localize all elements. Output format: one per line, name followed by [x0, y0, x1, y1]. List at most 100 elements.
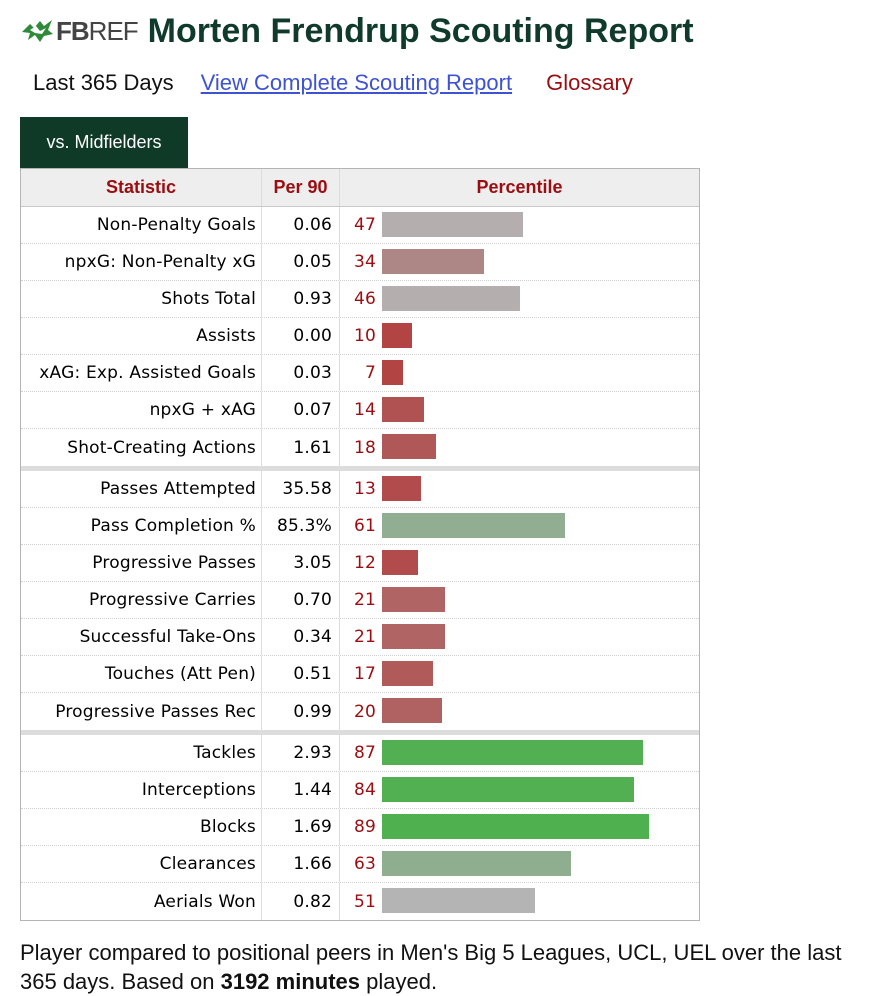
percentile-bar	[382, 513, 565, 538]
table-row: Shots Total 0.93 46	[21, 281, 699, 318]
statistic-cell[interactable]: Tackles	[21, 735, 262, 771]
percentile-value: 84	[353, 780, 376, 800]
statistic-cell[interactable]: Passes Attempted	[21, 471, 262, 507]
percentile-cell: 63	[340, 846, 699, 882]
per90-cell: 0.07	[262, 392, 340, 428]
percentile-cell: 46	[340, 281, 699, 317]
statistic-cell[interactable]: Successful Take-Ons	[21, 619, 262, 655]
per90-cell: 1.44	[262, 772, 340, 808]
percentile-value: 7	[364, 363, 376, 383]
percentile-cell: 84	[340, 772, 699, 808]
per90-cell: 0.70	[262, 582, 340, 618]
per90-cell: 0.06	[262, 207, 340, 243]
per90-cell: 85.3%	[262, 508, 340, 544]
per90-cell: 35.58	[262, 471, 340, 507]
percentile-cell: 51	[340, 883, 699, 920]
header-per90[interactable]: Per 90	[262, 169, 340, 206]
percentile-value: 34	[353, 252, 376, 272]
percentile-bar	[382, 698, 442, 723]
percentile-cell: 10	[340, 318, 699, 354]
header-statistic[interactable]: Statistic	[21, 169, 262, 206]
group-separator	[21, 466, 699, 471]
statistic-cell[interactable]: Clearances	[21, 846, 262, 882]
table-row: npxG + xAG 0.07 14	[21, 392, 699, 429]
table-row: Progressive Passes 3.05 12	[21, 545, 699, 582]
table-row: npxG: Non-Penalty xG 0.05 34	[21, 244, 699, 281]
statistic-cell[interactable]: npxG + xAG	[21, 392, 262, 428]
group-separator	[21, 730, 699, 735]
percentile-bar	[382, 550, 418, 575]
percentile-cell: 12	[340, 545, 699, 581]
percentile-bar	[382, 624, 445, 649]
percentile-bar	[382, 888, 535, 913]
table-row: Passes Attempted 35.58 13	[21, 471, 699, 508]
table-row: Touches (Att Pen) 0.51 17	[21, 656, 699, 693]
scouting-table: Statistic Per 90 Percentile Non-Penalty …	[20, 168, 700, 921]
statistic-cell[interactable]: Touches (Att Pen)	[21, 656, 262, 692]
percentile-value: 87	[353, 743, 376, 763]
table-row: Non-Penalty Goals 0.06 47	[21, 207, 699, 244]
percentile-value: 63	[353, 854, 376, 874]
per90-cell: 0.99	[262, 693, 340, 730]
table-row: Tackles 2.93 87	[21, 735, 699, 772]
complete-report-link[interactable]: View Complete Scouting Report	[200, 70, 513, 95]
table-row: Assists 0.00 10	[21, 318, 699, 355]
percentile-value: 61	[353, 516, 376, 536]
tab-vs-midfielders[interactable]: vs. Midfielders	[20, 117, 188, 168]
percentile-cell: 21	[340, 619, 699, 655]
statistic-cell[interactable]: Shots Total	[21, 281, 262, 317]
footer-text-after: played.	[360, 969, 438, 994]
table-row: Clearances 1.66 63	[21, 846, 699, 883]
percentile-cell: 13	[340, 471, 699, 507]
percentile-value: 13	[353, 479, 376, 499]
header-percentile[interactable]: Percentile	[476, 177, 563, 197]
statistic-cell[interactable]: Non-Penalty Goals	[21, 207, 262, 243]
statistic-cell[interactable]: Blocks	[21, 809, 262, 845]
percentile-value: 47	[353, 215, 376, 235]
glossary-link[interactable]: Glossary	[546, 70, 633, 95]
statistic-cell[interactable]: Pass Completion %	[21, 508, 262, 544]
footer-note: Player compared to positional peers in M…	[20, 938, 860, 996]
logo-fb-text: FB	[56, 15, 90, 46]
percentile-bar	[382, 286, 520, 311]
percentile-value: 51	[353, 891, 376, 912]
percentile-cell: 87	[340, 735, 699, 771]
percentile-bar	[382, 212, 523, 237]
percentile-value: 89	[353, 817, 376, 837]
percentile-value: 21	[353, 590, 376, 610]
percentile-cell: 14	[340, 392, 699, 428]
percentile-value: 10	[353, 326, 376, 346]
percentile-bar	[382, 851, 571, 876]
fbref-logo[interactable]: FB REF	[20, 15, 139, 47]
statistic-cell[interactable]: xAG: Exp. Assisted Goals	[21, 355, 262, 391]
percentile-value: 20	[353, 701, 376, 722]
percentile-value: 17	[353, 664, 376, 684]
statistic-cell[interactable]: Progressive Passes Rec	[21, 693, 262, 730]
per90-cell: 1.69	[262, 809, 340, 845]
statistic-cell[interactable]: npxG: Non-Penalty xG	[21, 244, 262, 280]
statistic-cell[interactable]: Progressive Carries	[21, 582, 262, 618]
percentile-cell: 21	[340, 582, 699, 618]
per90-cell: 0.51	[262, 656, 340, 692]
per90-cell: 0.34	[262, 619, 340, 655]
table-row: Progressive Passes Rec 0.99 20	[21, 693, 699, 730]
percentile-value: 14	[353, 400, 376, 420]
percentile-cell: 89	[340, 809, 699, 845]
percentile-cell: 17	[340, 656, 699, 692]
statistic-cell[interactable]: Aerials Won	[21, 883, 262, 920]
statistic-cell[interactable]: Assists	[21, 318, 262, 354]
table-body: Non-Penalty Goals 0.06 47 npxG: Non-Penalty…	[21, 207, 699, 920]
logo-ref-text: REF	[88, 15, 139, 46]
statistic-cell[interactable]: Interceptions	[21, 772, 262, 808]
table-row: Shot-Creating Actions 1.61 18	[21, 429, 699, 466]
percentile-bar	[382, 587, 445, 612]
table-row: Interceptions 1.44 84	[21, 772, 699, 809]
table-row: xAG: Exp. Assisted Goals 0.03 7	[21, 355, 699, 392]
percentile-bar	[382, 777, 634, 802]
page-title: Morten Frendrup Scouting Report	[147, 11, 694, 50]
statistic-cell[interactable]: Progressive Passes	[21, 545, 262, 581]
percentile-cell: 34	[340, 244, 699, 280]
percentile-bar	[382, 434, 436, 459]
percentile-value: 18	[353, 437, 376, 458]
statistic-cell[interactable]: Shot-Creating Actions	[21, 429, 262, 466]
